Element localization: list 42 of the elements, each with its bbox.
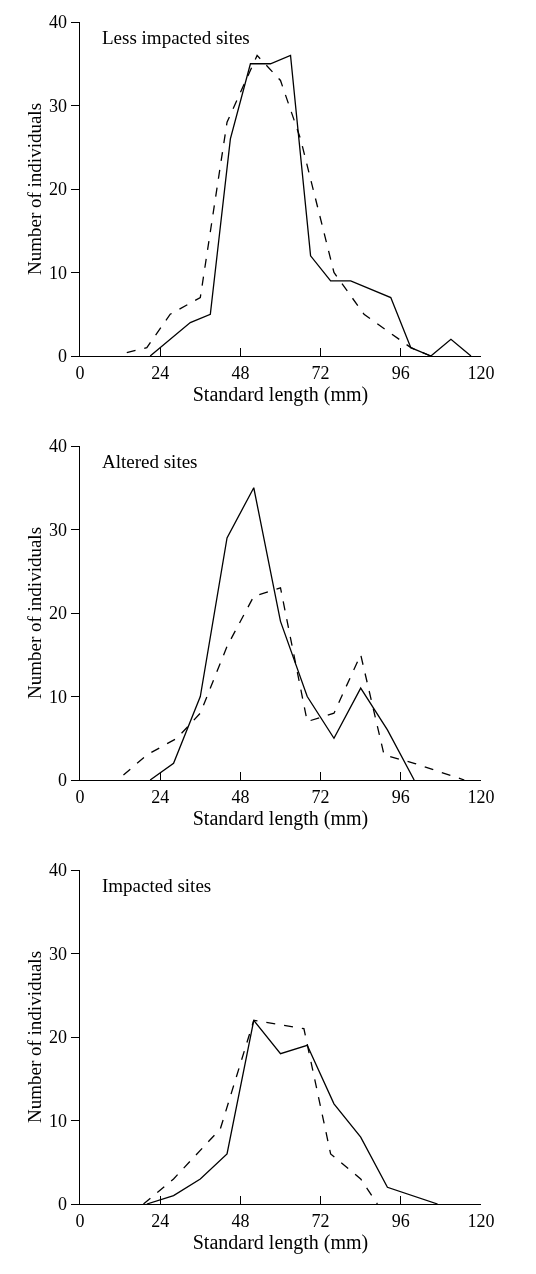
x-tick-label: 72 <box>311 362 330 383</box>
x-tick-label: 72 <box>311 786 330 807</box>
y-tick-label: 0 <box>58 770 68 791</box>
x-tick-label: 0 <box>75 786 85 807</box>
x-tick-label: 0 <box>75 1210 85 1231</box>
x-tick-label: 48 <box>231 1210 250 1231</box>
y-tick-label: 30 <box>49 943 68 964</box>
x-tick-label: 48 <box>231 786 250 807</box>
y-tick-label: 20 <box>49 603 68 624</box>
chart-title: Impacted sites <box>102 875 212 896</box>
x-axis-title: Standard length (mm) <box>192 382 369 406</box>
y-tick-label: 30 <box>49 519 68 540</box>
x-tick-label: 24 <box>151 786 170 807</box>
x-axis-title: Standard length (mm) <box>192 806 369 830</box>
y-tick-label: 40 <box>49 860 68 881</box>
x-tick-label: 24 <box>151 362 170 383</box>
y-tick-label: 10 <box>49 262 68 283</box>
y-axis-title: Number of individuals <box>24 526 46 700</box>
x-tick-label: 120 <box>467 362 495 383</box>
chart-title: Altered sites <box>102 451 198 472</box>
y-axis-title: Number of individuals <box>24 950 46 1124</box>
x-tick-label: 48 <box>231 362 250 383</box>
x-tick-label: 72 <box>311 1210 330 1231</box>
y-tick-label: 10 <box>49 686 68 707</box>
y-axis-title: Number of individuals <box>24 102 46 276</box>
y-tick-label: 40 <box>49 436 68 457</box>
y-tick-label: 20 <box>49 1027 68 1048</box>
x-tick-label: 96 <box>391 362 410 383</box>
y-tick-label: 40 <box>49 12 68 33</box>
x-tick-label: 24 <box>151 1210 170 1231</box>
y-tick-label: 10 <box>49 1110 68 1131</box>
y-tick-label: 20 <box>49 179 68 200</box>
x-tick-label: 96 <box>391 1210 410 1231</box>
y-tick-label: 0 <box>58 346 68 367</box>
chart-title: Less impacted sites <box>102 27 250 48</box>
x-tick-label: 120 <box>467 1210 495 1231</box>
y-tick-label: 30 <box>49 95 68 116</box>
x-axis-title: Standard length (mm) <box>192 1230 369 1254</box>
y-tick-label: 0 <box>58 1194 68 1215</box>
x-tick-label: 96 <box>391 786 410 807</box>
x-tick-label: 0 <box>75 362 85 383</box>
x-tick-label: 120 <box>467 786 495 807</box>
